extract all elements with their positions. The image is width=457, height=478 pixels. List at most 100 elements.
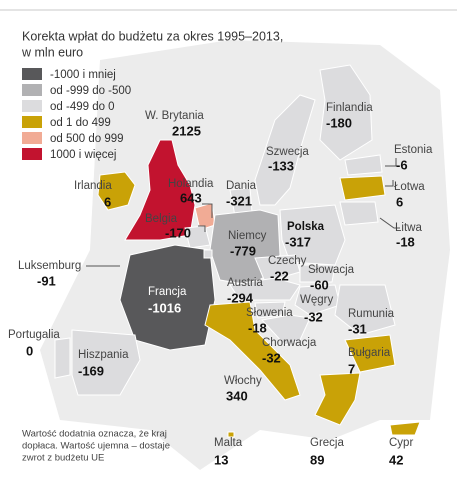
country-shape [339,175,386,201]
country-shape [54,337,71,379]
country-name: Cypr [389,437,413,449]
country-name: Szwecja [266,146,309,158]
country-value: -91 [37,273,56,288]
leader [198,225,206,232]
country-value: -6 [396,157,408,172]
legend-swatch [22,68,42,80]
country-value: 0 [26,343,33,358]
footnote-line: Wartość dodatnia oznacza, że kraj [22,429,167,440]
country-value: -180 [326,115,352,130]
leaders [86,158,400,267]
legend-label: 1000 i więcej [50,149,116,161]
country-shape [319,64,373,161]
country-name: Polska [287,221,325,233]
country-value: -317 [285,234,311,249]
country-value: -22 [270,268,289,283]
leader [202,203,213,218]
country-name: Irlandia [74,180,112,192]
country-name: Estonia [394,144,433,156]
subtitle: w mln euro [21,45,83,59]
country-value: 13 [214,452,228,467]
country-name: Finlandia [326,102,373,114]
country-name: Grecja [310,437,344,449]
country-shape [119,244,216,351]
country-name: Rumunia [348,308,395,320]
country-name: Czechy [268,255,307,267]
footnote: Wartość dodatnia oznacza, że krajdopłaca… [22,429,170,464]
legend-swatch [22,116,42,128]
country-name: Malta [214,437,243,449]
country-name: Węgry [300,294,333,306]
country-name: Łotwa [394,181,425,193]
country-value: 643 [180,190,202,205]
legend-label: od 1 do 499 [50,117,111,129]
country-name: Austria [227,277,263,289]
legend-swatch [22,84,42,96]
country-shape [203,249,213,259]
country-name: Włochy [224,375,262,387]
leader [379,217,400,229]
leader [385,158,397,167]
legend-label: od -499 do 0 [50,101,115,113]
country-value: 42 [389,452,403,467]
country-value: -32 [304,309,323,324]
footnote-line: zwrot z budżetu UE [22,453,104,464]
country-value: 6 [396,194,403,209]
country-name: Chorwacja [262,337,317,349]
country-shape [299,264,336,283]
country-shape [229,277,301,301]
country-name: Słowacja [308,264,355,276]
country-name: Luksemburg [18,260,81,272]
country-value: 2125 [172,123,201,138]
country-shape [124,139,196,241]
country-value: -294 [227,290,254,305]
country-name: Portugalia [8,329,60,341]
country-name: Bułgaria [348,347,391,359]
country-name: Niemcy [228,230,267,242]
country-value: -169 [78,363,104,378]
legend-label: od -999 do -500 [50,85,131,97]
country-shape [71,329,141,396]
country-name: Hiszpania [78,349,129,361]
country-shape [204,301,301,401]
country-shape [254,301,286,319]
legend: -1000 i mniej od -999 do -500 od -499 do 0… [22,68,131,161]
country-value: -60 [310,277,329,292]
country-shape [254,94,316,206]
country-value: -18 [396,234,415,249]
country-value: -32 [262,350,281,365]
country-shape [184,225,211,249]
countries [54,64,421,438]
country-value: -133 [268,158,294,173]
country-value: -321 [226,193,252,208]
legend-swatch [22,148,42,160]
country-shape [344,154,383,176]
country-value: -31 [348,321,367,336]
country-shape [344,334,396,373]
country-value: -18 [248,320,267,335]
country-name: Francja [148,286,187,298]
legend-label: -1000 i mniej [50,69,116,81]
country-name: Słowenia [246,307,293,319]
country-shape [389,421,421,436]
country-value: 89 [310,452,324,467]
country-shape [334,284,396,336]
country-shape [294,284,341,316]
country-value: 6 [104,194,111,209]
country-name: Dania [226,180,257,192]
country-value: -1016 [148,300,181,315]
country-value: -779 [230,243,256,258]
country-name: W. Brytania [145,110,204,122]
country-shape [227,431,235,438]
country-shape [261,314,311,346]
country-value: 340 [226,388,248,403]
country-value: 7 [348,361,355,376]
country-value: -170 [165,225,191,240]
country-name: Holandia [168,178,214,190]
leader [385,180,394,187]
legend-swatch [22,132,42,144]
legend-label: od 500 do 999 [50,133,124,145]
country-shape [339,201,379,226]
country-shape [97,171,136,211]
